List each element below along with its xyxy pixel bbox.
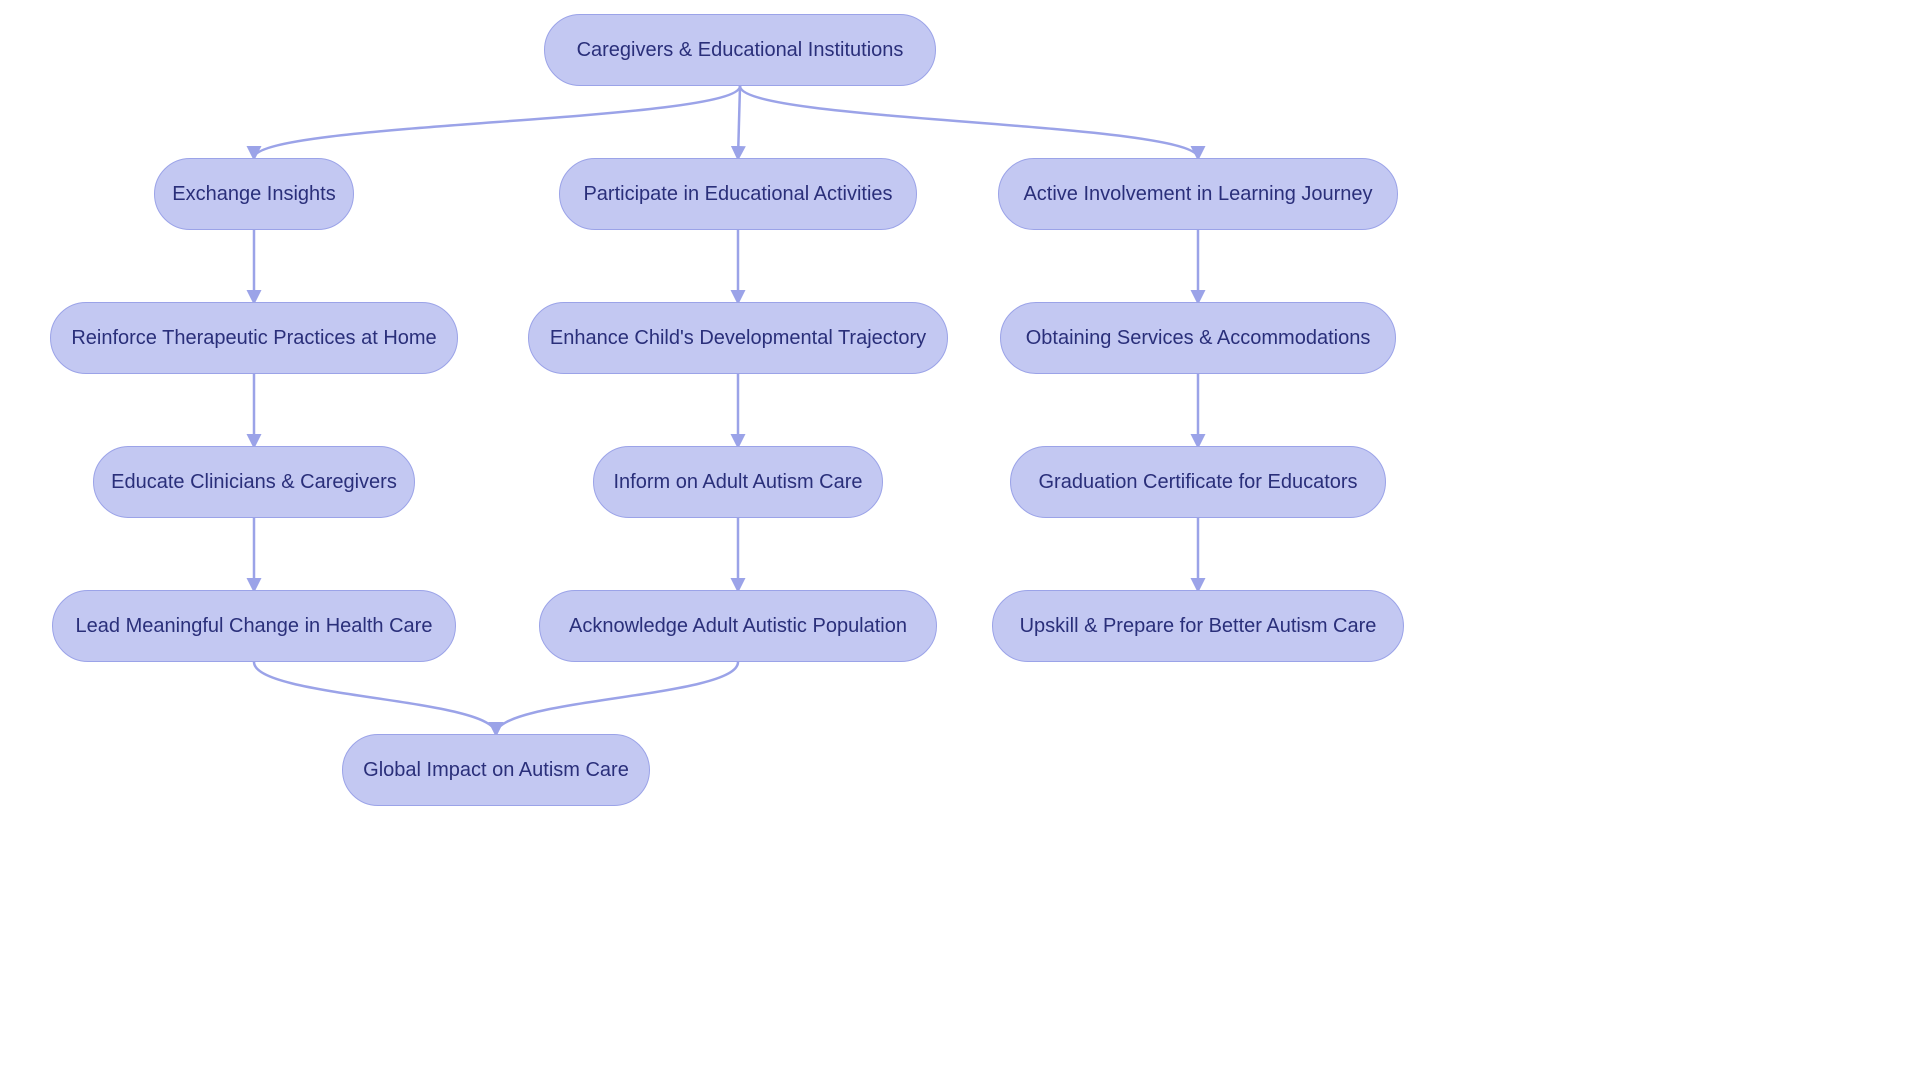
flowchart-node: Lead Meaningful Change in Health Care	[52, 590, 456, 662]
node-label: Acknowledge Adult Autistic Population	[569, 615, 907, 638]
flowchart-node: Inform on Adult Autism Care	[593, 446, 883, 518]
flowchart-node: Active Involvement in Learning Journey	[998, 158, 1398, 230]
flowchart-node: Enhance Child's Developmental Trajectory	[528, 302, 948, 374]
flowchart-edge	[254, 86, 740, 158]
node-label: Exchange Insights	[172, 183, 335, 206]
node-label: Lead Meaningful Change in Health Care	[76, 615, 433, 638]
node-label: Caregivers & Educational Institutions	[577, 39, 904, 62]
node-label: Active Involvement in Learning Journey	[1023, 183, 1372, 206]
flowchart-node: Exchange Insights	[154, 158, 354, 230]
flowchart-node: Caregivers & Educational Institutions	[544, 14, 936, 86]
flowchart-edge	[738, 86, 740, 158]
flowchart-edge	[496, 662, 738, 734]
flowchart-node: Participate in Educational Activities	[559, 158, 917, 230]
flowchart-edge	[254, 662, 496, 734]
node-label: Upskill & Prepare for Better Autism Care	[1020, 615, 1377, 638]
flowchart-node: Acknowledge Adult Autistic Population	[539, 590, 937, 662]
node-label: Global Impact on Autism Care	[363, 759, 629, 782]
flowchart-node: Reinforce Therapeutic Practices at Home	[50, 302, 458, 374]
flowchart-edge	[740, 86, 1198, 158]
node-label: Reinforce Therapeutic Practices at Home	[71, 327, 436, 350]
flowchart-node: Global Impact on Autism Care	[342, 734, 650, 806]
node-label: Educate Clinicians & Caregivers	[111, 471, 397, 494]
node-label: Inform on Adult Autism Care	[614, 471, 863, 494]
flowchart-node: Upskill & Prepare for Better Autism Care	[992, 590, 1404, 662]
node-label: Obtaining Services & Accommodations	[1026, 327, 1371, 350]
flowchart-node: Graduation Certificate for Educators	[1010, 446, 1386, 518]
node-label: Enhance Child's Developmental Trajectory	[550, 327, 926, 350]
flowchart-node: Educate Clinicians & Caregivers	[93, 446, 415, 518]
node-label: Graduation Certificate for Educators	[1038, 471, 1357, 494]
flowchart-node: Obtaining Services & Accommodations	[1000, 302, 1396, 374]
node-label: Participate in Educational Activities	[583, 183, 892, 206]
